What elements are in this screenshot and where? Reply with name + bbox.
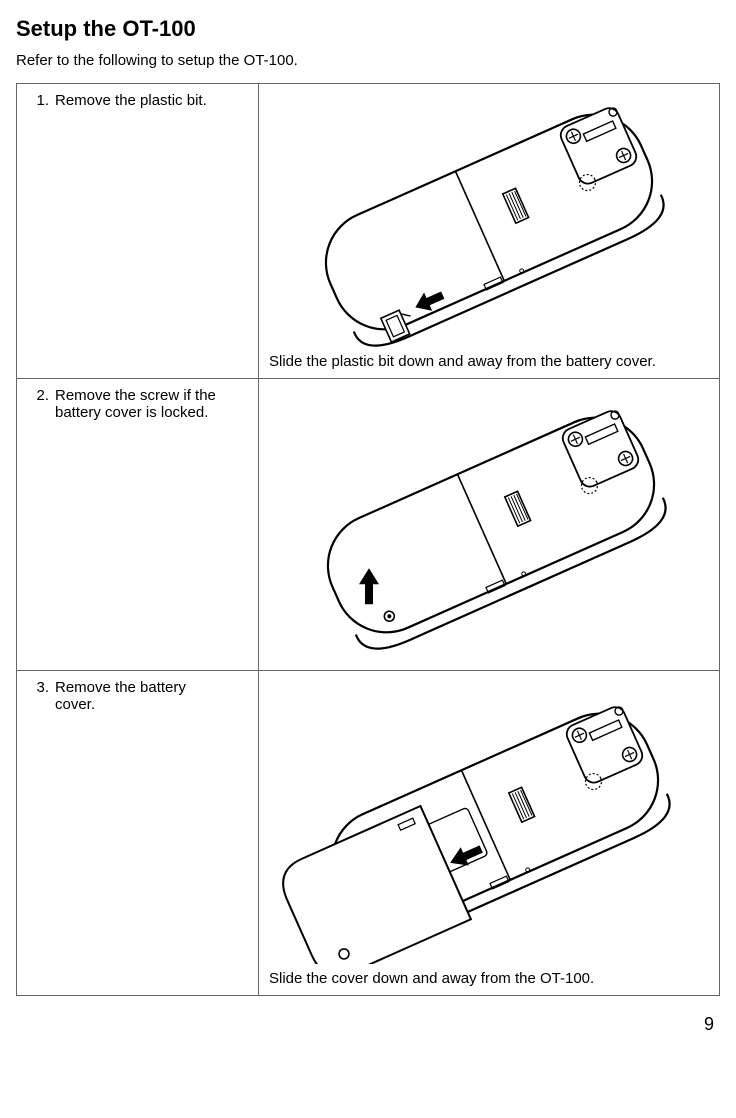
- table-row: 1. Remove the plastic bit.: [17, 84, 720, 379]
- step-1-figure: [269, 92, 709, 347]
- step-3-figure: [269, 679, 709, 964]
- page-title: Setup the OT-100: [16, 16, 720, 42]
- device-illustration-step2-icon: [269, 387, 709, 662]
- step-2-cell-right: [259, 379, 720, 671]
- intro-text: Refer to the following to setup the OT-1…: [16, 52, 720, 69]
- step-1-caption: Slide the plastic bit down and away from…: [269, 353, 709, 370]
- step-3-cell-left: 3. Remove the battery cover.: [17, 671, 259, 996]
- steps-table: 1. Remove the plastic bit.: [16, 83, 720, 996]
- step-3-caption: Slide the cover down and away from the O…: [269, 970, 709, 987]
- step-2-figure: [269, 387, 709, 662]
- device-illustration-step1-icon: [269, 92, 709, 347]
- device-illustration-step3-icon: [269, 679, 709, 964]
- step-1-cell-right: Slide the plastic bit down and away from…: [259, 84, 720, 379]
- step-number: 2.: [31, 387, 49, 404]
- table-row: 2. Remove the screw if the battery cover …: [17, 379, 720, 671]
- step-text: Remove the screw if the battery cover is…: [55, 387, 225, 421]
- step-number: 3.: [31, 679, 49, 696]
- table-row: 3. Remove the battery cover.: [17, 671, 720, 996]
- step-3-cell-right: Slide the cover down and away from the O…: [259, 671, 720, 996]
- page-number: 9: [16, 1014, 720, 1035]
- step-text: Remove the plastic bit.: [55, 92, 225, 109]
- step-2-cell-left: 2. Remove the screw if the battery cover …: [17, 379, 259, 671]
- step-1-cell-left: 1. Remove the plastic bit.: [17, 84, 259, 379]
- step-text: Remove the battery cover.: [55, 679, 225, 713]
- step-number: 1.: [31, 92, 49, 109]
